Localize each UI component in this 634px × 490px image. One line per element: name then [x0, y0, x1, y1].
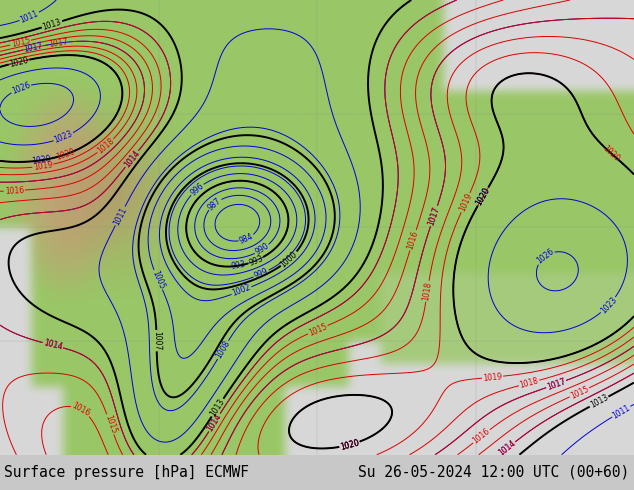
Text: 1017: 1017	[23, 41, 44, 54]
Text: 1014: 1014	[205, 412, 223, 433]
Text: 1018: 1018	[422, 281, 434, 301]
Text: 1023: 1023	[53, 129, 74, 145]
Text: 1020: 1020	[474, 186, 492, 207]
Text: 1013: 1013	[41, 17, 63, 31]
Text: 1019: 1019	[482, 372, 503, 383]
Text: 1020: 1020	[601, 144, 621, 163]
Text: 1014: 1014	[122, 148, 141, 170]
Text: 1011: 1011	[112, 205, 129, 226]
Text: 1014: 1014	[496, 439, 517, 458]
Text: 1000: 1000	[279, 249, 299, 269]
Text: 1020: 1020	[339, 438, 360, 451]
Text: 993: 993	[247, 254, 264, 268]
Text: 1005: 1005	[150, 269, 166, 291]
Text: 1011: 1011	[611, 403, 632, 420]
Text: 1015: 1015	[10, 36, 31, 49]
Text: 1014: 1014	[122, 148, 141, 170]
Text: 1014: 1014	[496, 439, 517, 458]
Text: 1018: 1018	[96, 136, 116, 156]
Text: 1020: 1020	[474, 186, 492, 207]
Text: 1013: 1013	[588, 393, 610, 410]
Text: 1016: 1016	[70, 401, 92, 418]
Text: 1020: 1020	[9, 55, 29, 69]
Text: 1014: 1014	[42, 339, 63, 352]
Text: 1015: 1015	[103, 414, 118, 435]
Text: 1017: 1017	[546, 377, 567, 392]
Text: 987: 987	[206, 196, 223, 212]
Text: 984: 984	[238, 232, 255, 246]
Text: 1016: 1016	[4, 186, 24, 196]
Text: 1016: 1016	[471, 427, 492, 446]
Text: Surface pressure [hPa] ECMWF: Surface pressure [hPa] ECMWF	[4, 465, 249, 480]
Text: 1020: 1020	[339, 438, 360, 451]
Text: 1017: 1017	[546, 377, 567, 392]
Text: 1019: 1019	[33, 160, 53, 172]
Text: 1020: 1020	[339, 438, 360, 451]
Text: 990: 990	[254, 242, 271, 257]
Text: 1018: 1018	[519, 376, 540, 390]
Text: 1013: 1013	[209, 397, 226, 418]
Text: 1011: 1011	[19, 9, 40, 24]
Text: 1016: 1016	[406, 230, 420, 251]
Text: 1014: 1014	[42, 339, 63, 352]
Text: 1020: 1020	[31, 154, 51, 166]
Text: 1026: 1026	[534, 247, 555, 266]
Text: 1014: 1014	[205, 412, 223, 433]
Text: 1008: 1008	[214, 339, 232, 360]
Text: 1017: 1017	[427, 205, 441, 226]
Text: 1017: 1017	[49, 37, 69, 49]
Text: 1026: 1026	[10, 80, 32, 96]
Text: 1023: 1023	[598, 295, 618, 316]
Text: 1015: 1015	[569, 384, 590, 400]
Text: Su 26-05-2024 12:00 UTC (00+60): Su 26-05-2024 12:00 UTC (00+60)	[358, 465, 630, 480]
Text: 1020: 1020	[55, 147, 75, 162]
Text: 999: 999	[253, 267, 270, 281]
Text: 993: 993	[230, 260, 246, 271]
Text: 1002: 1002	[231, 283, 252, 298]
Text: 1015: 1015	[307, 321, 328, 338]
Text: 1007: 1007	[152, 331, 161, 350]
Text: 1019: 1019	[458, 192, 474, 213]
Text: 1017: 1017	[427, 205, 441, 226]
Text: 996: 996	[188, 181, 205, 197]
